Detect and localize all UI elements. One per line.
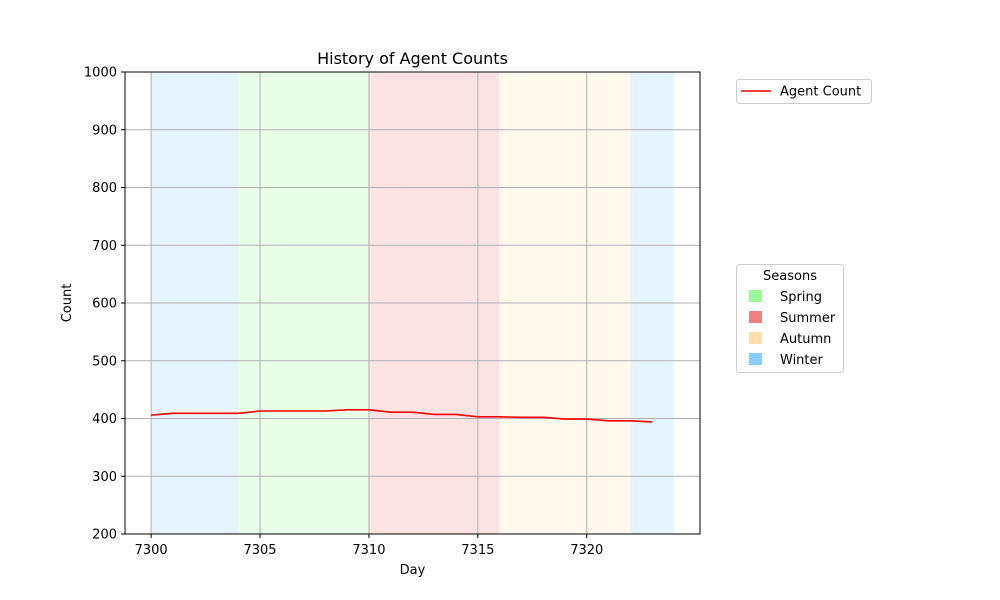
x-tick-label: 7300 bbox=[135, 543, 168, 558]
legend-label-summer: Summer bbox=[780, 311, 836, 326]
legend-swatch-winter bbox=[749, 353, 762, 365]
x-axis-label: Day bbox=[400, 563, 426, 578]
y-tick-label: 900 bbox=[92, 123, 117, 138]
y-tick-label: 400 bbox=[92, 412, 117, 427]
y-tick-label: 800 bbox=[92, 181, 117, 196]
y-tick-label: 200 bbox=[92, 528, 117, 543]
legend-swatch-autumn bbox=[749, 332, 762, 344]
y-tick-label: 600 bbox=[92, 297, 117, 312]
x-tick-label: 7320 bbox=[570, 543, 603, 558]
series-legend-box bbox=[736, 79, 872, 104]
y-tick-label: 500 bbox=[92, 354, 117, 369]
legend-swatch-spring bbox=[749, 290, 762, 302]
y-axis-label: Count bbox=[60, 284, 75, 323]
chart-title: History of Agent Counts bbox=[317, 49, 508, 68]
x-tick-label: 7305 bbox=[243, 543, 276, 558]
seasons-legend-box bbox=[736, 264, 844, 373]
x-tick-label: 7310 bbox=[352, 543, 385, 558]
y-tick-label: 300 bbox=[92, 470, 117, 485]
legend-label-spring: Spring bbox=[780, 290, 822, 305]
legend-label: Agent Count bbox=[780, 85, 861, 100]
series-line-agent-count bbox=[151, 409, 653, 423]
y-tick-label: 700 bbox=[92, 239, 117, 254]
legend-label-winter: Winter bbox=[780, 353, 824, 368]
seasons-legend-title: Seasons bbox=[763, 269, 817, 284]
legend-label-autumn: Autumn bbox=[780, 332, 831, 347]
legend-swatch-summer bbox=[749, 311, 762, 323]
x-tick-label: 7315 bbox=[461, 543, 494, 558]
y-tick-label: 1000 bbox=[84, 66, 117, 81]
